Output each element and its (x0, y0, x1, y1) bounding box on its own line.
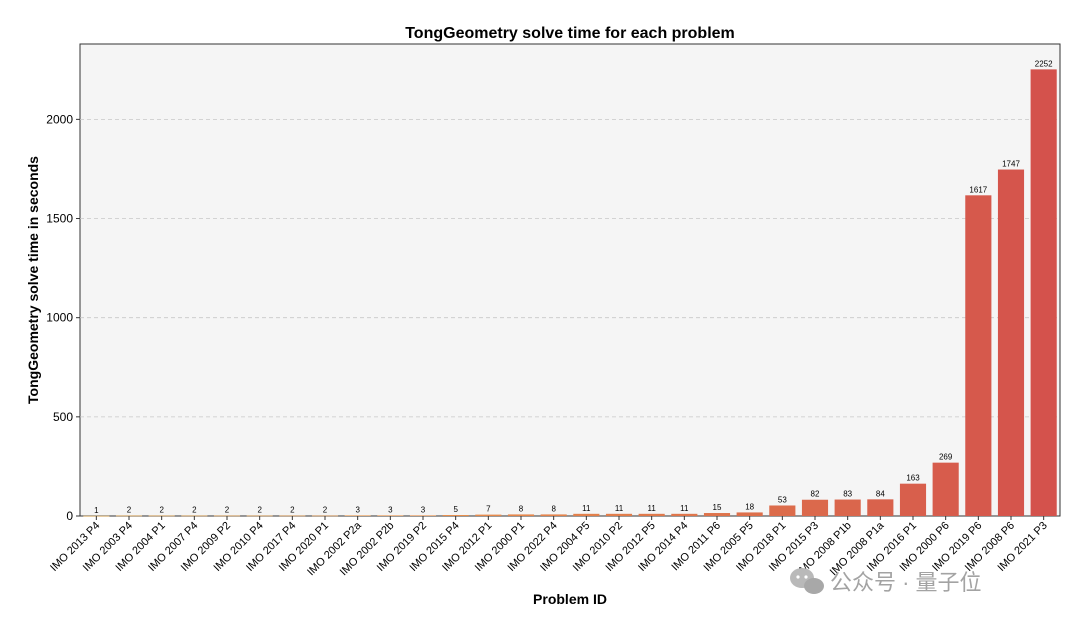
y-tick-label: 0 (66, 509, 73, 523)
bar (932, 462, 959, 516)
bar (148, 515, 175, 517)
plot-background (79, 43, 1061, 517)
data-label: 53 (778, 495, 787, 504)
bar (834, 499, 861, 516)
data-label: 5 (453, 505, 458, 514)
bar (344, 515, 371, 517)
data-label: 8 (519, 504, 524, 513)
bar (1030, 69, 1057, 516)
bar (867, 499, 894, 516)
grid-lines (80, 118, 1060, 418)
bar (736, 512, 763, 516)
data-label: 1 (94, 506, 99, 515)
data-label: 3 (421, 505, 426, 514)
y-tick-label: 1000 (46, 311, 73, 325)
data-label: 3 (355, 505, 360, 514)
data-label: 2 (225, 506, 230, 515)
bar (703, 513, 731, 516)
bar (213, 515, 241, 517)
data-label: 8 (551, 504, 556, 513)
bar (769, 505, 796, 516)
bar (311, 515, 339, 517)
bar (801, 499, 829, 516)
bar (507, 514, 535, 516)
x-axis-title: Problem ID (533, 591, 607, 607)
bar (605, 513, 633, 516)
data-label: 1747 (1002, 160, 1020, 169)
data-label: 269 (939, 453, 953, 462)
data-label: 11 (680, 504, 689, 513)
data-label: 84 (876, 489, 885, 498)
data-label: 83 (843, 490, 852, 499)
bar (671, 513, 698, 516)
data-label: 82 (811, 490, 820, 499)
bar (115, 515, 143, 517)
bar (638, 513, 665, 516)
y-axis-ticks: 0 500 1000 1500 2000 (46, 112, 80, 523)
data-label: 2 (323, 506, 328, 515)
data-label: 11 (582, 504, 591, 513)
data-label: 163 (906, 474, 920, 483)
data-label: 2252 (1035, 59, 1053, 68)
bar (279, 515, 306, 517)
watermark-text: 公众号 · 量子位 (830, 570, 982, 595)
bar (442, 515, 469, 516)
bar (246, 515, 273, 517)
bar (409, 515, 437, 517)
data-label: 2 (257, 506, 262, 515)
bars (83, 69, 1057, 517)
bar (899, 483, 927, 516)
data-label: 2 (127, 506, 132, 515)
y-tick-label: 500 (53, 410, 73, 424)
data-label: 2 (290, 506, 295, 515)
y-tick-label: 1500 (46, 212, 73, 226)
bar (965, 195, 992, 517)
y-axis-title: TongGeometry solve time in seconds (25, 156, 41, 404)
data-label: 3 (388, 505, 393, 514)
bar (181, 515, 208, 517)
watermark: 公众号 · 量子位 (790, 568, 982, 595)
bar (997, 169, 1025, 516)
bar (573, 513, 600, 516)
bar (540, 514, 567, 516)
wechat-icon (790, 568, 824, 594)
data-label: 7 (486, 505, 491, 514)
data-labels: 1 2 2 2 2 2 2 2 3 3 3 5 7 8 8 11 11 11 11 15 18 53 82 83 84 163 26… (94, 59, 1053, 514)
data-label: 2 (192, 506, 197, 515)
data-label: 18 (745, 502, 754, 511)
data-label: 1617 (969, 185, 987, 194)
chart-title: TongGeometry solve time for each problem (405, 25, 735, 42)
data-label: 11 (615, 504, 624, 513)
data-label: 11 (648, 504, 657, 513)
bar (475, 514, 502, 516)
bar (377, 515, 404, 517)
y-tick-label: 2000 (46, 112, 73, 126)
data-label: 2 (159, 506, 164, 515)
data-label: 15 (713, 503, 722, 512)
